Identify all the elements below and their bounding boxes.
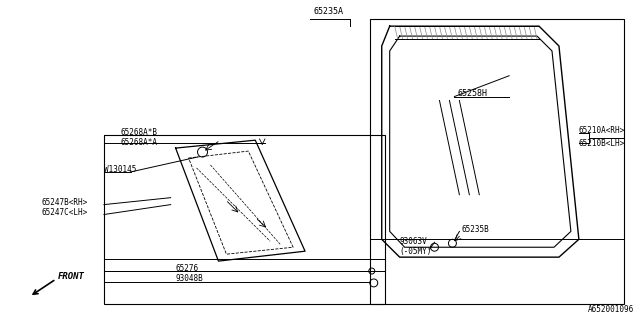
Text: 65258H: 65258H [458, 89, 488, 98]
Text: 65247C<LH>: 65247C<LH> [41, 208, 88, 217]
Text: 65210A<RH>: 65210A<RH> [579, 126, 625, 135]
Text: (-05MY): (-05MY) [399, 247, 432, 256]
Text: 93048B: 93048B [175, 275, 204, 284]
Text: 65268A*B: 65268A*B [121, 128, 158, 137]
Text: 65235A: 65235A [313, 7, 343, 16]
Text: 93063V: 93063V [399, 237, 428, 246]
Text: 65235B: 65235B [461, 225, 489, 234]
Text: W130145: W130145 [104, 165, 136, 174]
Bar [104, 135, 385, 304]
Text: 65268A*A: 65268A*A [121, 138, 158, 147]
Text: 65247B<RH>: 65247B<RH> [41, 198, 88, 207]
Bar [370, 19, 623, 304]
Text: 65210B<LH>: 65210B<LH> [579, 139, 625, 148]
Text: A652001096: A652001096 [588, 305, 634, 314]
Text: 65276: 65276 [175, 264, 199, 273]
Text: FRONT: FRONT [58, 272, 85, 282]
